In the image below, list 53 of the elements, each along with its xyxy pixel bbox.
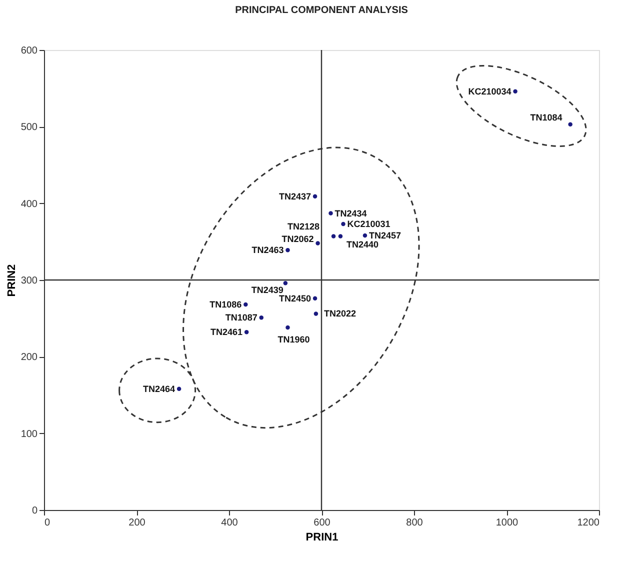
chart-title: PRINCIPAL COMPONENT ANALYSIS <box>235 5 408 16</box>
x-axis-title: PRIN1 <box>306 532 338 544</box>
annotation: TN1087 <box>225 312 258 323</box>
annotation: TN2464 <box>143 384 176 394</box>
y-tick-label: 500 <box>20 122 38 134</box>
point <box>283 280 288 286</box>
annotation: TN1086 <box>210 300 242 310</box>
annotation: TN2437 <box>278 191 312 202</box>
point <box>316 241 320 246</box>
x-tick-label: 400 <box>221 518 238 528</box>
y-tick-label: 400 <box>20 198 38 210</box>
y-tick-label: 0 <box>32 506 38 516</box>
point <box>286 325 290 330</box>
y-tick-label: 100 <box>20 428 38 440</box>
annotation: TN2463 <box>252 245 284 256</box>
point <box>513 89 518 94</box>
annotation: TN1084 <box>530 112 562 122</box>
point <box>362 233 368 238</box>
x-tick-label: 1000 <box>496 518 519 528</box>
point <box>338 234 343 238</box>
annotation: TN2434 <box>334 208 367 218</box>
y-tick-label: 200 <box>20 352 38 364</box>
point <box>341 222 346 226</box>
y-tick-label: 600 <box>20 46 38 56</box>
annotation: KC210031 <box>347 219 390 230</box>
point <box>331 234 336 238</box>
annotation: KC210034 <box>468 86 512 96</box>
point <box>176 386 182 391</box>
annotation: TN2450 <box>278 293 312 304</box>
annotation: TN2022 <box>324 308 356 319</box>
point <box>312 296 318 301</box>
annotation: TN2062 <box>282 234 314 244</box>
x-tick-label: 800 <box>406 518 424 528</box>
annotation: TN2457 <box>368 230 402 241</box>
point <box>259 315 264 320</box>
annotation: TN2439 <box>251 285 284 296</box>
y-tick-label: 300 <box>20 276 38 286</box>
x-tick-label: 0 <box>44 518 50 528</box>
point <box>328 211 333 216</box>
point <box>244 330 249 334</box>
y-axis-title: PRIN2 <box>6 264 18 297</box>
annotation: TN1960 <box>278 334 310 345</box>
point <box>244 302 248 307</box>
point <box>568 122 572 126</box>
x-tick-label: 200 <box>128 518 146 528</box>
x-tick-label: 1200 <box>577 518 600 528</box>
x-tick-label: 600 <box>314 518 331 528</box>
annotation: TN2440 <box>346 239 378 250</box>
point <box>286 248 290 252</box>
annotation: TN2461 <box>210 327 243 338</box>
annotation: TN2128 <box>287 221 320 232</box>
point <box>312 194 318 199</box>
point <box>314 312 318 316</box>
